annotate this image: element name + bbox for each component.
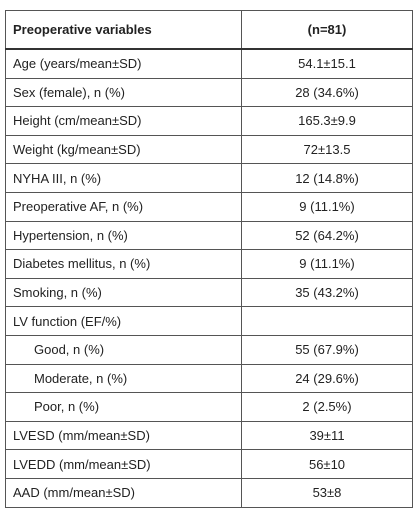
sub-row-value: 2 (2.5%) (241, 392, 413, 422)
row-label: Sex (female), n (%) (5, 77, 242, 108)
sub-row-label: Poor, n (%) (5, 392, 242, 422)
table-row: Sex (female), n (%) 28 (34.6%) (5, 77, 413, 108)
table-row: Age (years/mean±SD) 54.1±15.1 (5, 48, 413, 79)
sub-row-label: Moderate, n (%) (5, 363, 242, 394)
row-value: 9 (11.1%) (241, 191, 413, 222)
table-header: Preoperative variables (n=81) (5, 10, 413, 50)
sub-row: Poor, n (%) 2 (2.5%) (5, 392, 413, 422)
table-row: LVESD (mm/mean±SD) 39±11 (5, 420, 413, 451)
row-label: Weight (kg/mean±SD) (5, 134, 242, 165)
sub-row: Moderate, n (%) 24 (29.6%) (5, 363, 413, 394)
row-label: Preoperative AF, n (%) (5, 191, 242, 222)
header-cell: (n=81) (241, 10, 413, 50)
table-row: LV function (EF/%) (5, 306, 413, 336)
row-label: LV function (EF/%) (5, 306, 242, 336)
table-row: Preoperative AF, n (%) 9 (11.1%) (5, 191, 413, 222)
row-label: NYHA III, n (%) (5, 163, 242, 193)
row-label: Diabetes mellitus, n (%) (5, 249, 242, 279)
sub-row-value: 24 (29.6%) (241, 363, 413, 394)
table-row: Weight (kg/mean±SD) 72±13.5 (5, 134, 413, 165)
row-value: 56±10 (241, 449, 413, 479)
row-label: LVEDD (mm/mean±SD) (5, 449, 242, 479)
row-value-empty (241, 306, 413, 336)
table-row: NYHA III, n (%) 12 (14.8%) (5, 163, 413, 193)
table-row: Hypertension, n (%) 52 (64.2%) (5, 220, 413, 251)
sub-row: Good, n (%) 55 (67.9%) (5, 334, 413, 365)
row-value: 9 (11.1%) (241, 249, 413, 279)
table-row: LVEDD (mm/mean±SD) 56±10 (5, 449, 413, 479)
row-label: Hypertension, n (%) (5, 220, 242, 251)
row-label: Smoking, n (%) (5, 277, 242, 308)
row-value: 28 (34.6%) (241, 77, 413, 108)
header-cell: Preoperative variables (5, 10, 242, 50)
row-value: 12 (14.8%) (241, 163, 413, 193)
row-value: 52 (64.2%) (241, 220, 413, 251)
sub-row-value: 55 (67.9%) (241, 334, 413, 365)
row-value: 54.1±15.1 (241, 48, 413, 79)
table-row: Smoking, n (%) 35 (43.2%) (5, 277, 413, 308)
header-row: Preoperative variables (n=81) (5, 10, 413, 50)
row-label: Age (years/mean±SD) (5, 48, 242, 79)
table-row: Diabetes mellitus, n (%) 9 (11.1%) (5, 249, 413, 279)
row-label: AAD (mm/mean±SD) (5, 477, 242, 508)
row-value: 35 (43.2%) (241, 277, 413, 308)
table-row: Height (cm/mean±SD) 165.3±9.9 (5, 106, 413, 136)
table-body: Age (years/mean±SD) 54.1±15.1 Sex (female)… (5, 48, 413, 508)
row-label: Height (cm/mean±SD) (5, 106, 242, 136)
row-value: 39±11 (241, 420, 413, 451)
row-value: 165.3±9.9 (241, 106, 413, 136)
data-table: Preoperative variables (n=81) Age (years… (5, 10, 413, 508)
row-value: 72±13.5 (241, 134, 413, 165)
sub-row-label: Good, n (%) (5, 334, 242, 365)
row-label: LVESD (mm/mean±SD) (5, 420, 242, 451)
row-value: 53±8 (241, 477, 413, 508)
table-row: AAD (mm/mean±SD) 53±8 (5, 477, 413, 508)
